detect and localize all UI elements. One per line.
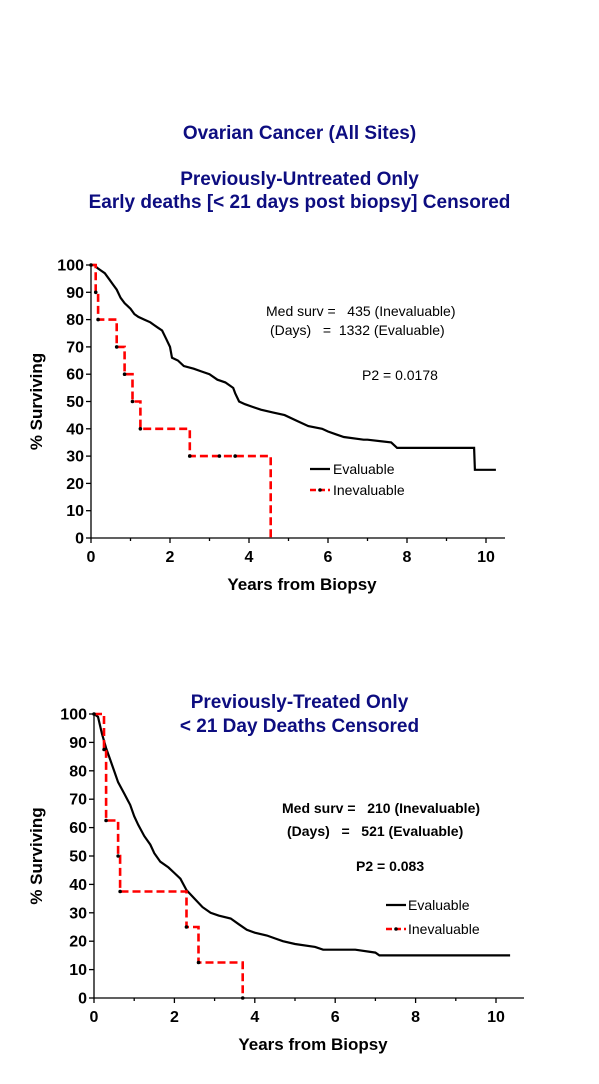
- chart1-y-tick-label: 100: [57, 258, 84, 275]
- chart2-y-axis-title: % Surviving: [27, 807, 46, 904]
- chart1-x-axis-title: Years from Biopsy: [227, 575, 377, 594]
- chart2-censor-mark: [116, 854, 120, 858]
- chart2-x-tick-label: 8: [411, 1009, 420, 1026]
- chart2-y-tick-label: 100: [60, 707, 87, 724]
- chart1-censor-mark: [130, 399, 135, 404]
- chart2-annotation-2: (Days) = 521 (Evaluable): [287, 823, 463, 839]
- chart2-y-tick-label: 0: [78, 991, 87, 1008]
- chart1-x-tick-label: 0: [87, 549, 96, 566]
- chart2-legend-inevaluable-marker: [394, 927, 398, 931]
- chart2-legend-evaluable-label: Evaluable: [408, 897, 470, 913]
- chart1-censor-mark: [122, 372, 127, 377]
- chart2-censor-mark: [102, 747, 106, 752]
- chart1-y-tick-label: 0: [75, 531, 84, 548]
- chart2-y-tick-label: 40: [69, 877, 87, 894]
- chart1-y-tick-label: 50: [66, 394, 84, 411]
- chart1-series-inevaluable-line: [91, 263, 273, 538]
- chart2-censor-mark: [240, 996, 245, 1000]
- chart1-x-tick-label: 10: [477, 549, 495, 566]
- chart1-annotation-1: Med surv = 435 (Inevaluable): [266, 303, 456, 319]
- chart1-censor-mark: [138, 427, 143, 431]
- chart1-censor-mark: [96, 317, 100, 322]
- chart1-title-line1: Previously-Untreated Only: [180, 169, 419, 190]
- chart2-x-tick-label: 0: [90, 1009, 99, 1026]
- chart1-series-evaluable-line: [91, 263, 496, 471]
- chart1-y-tick-label: 60: [66, 367, 84, 384]
- main-title: Ovarian Cancer (All Sites): [182, 123, 417, 144]
- chart1-y-tick-label: 10: [66, 503, 84, 520]
- chart1-legend-evaluable-label: Evaluable: [333, 461, 395, 477]
- chart2-series-inevaluable-line: [94, 712, 244, 998]
- chart2-y-tick-label: 70: [69, 792, 87, 809]
- chart2-x-tick-label: 6: [331, 1009, 340, 1026]
- chart2-x-tick-label: 2: [170, 1009, 179, 1026]
- chart2-title-line2: < 21 Day Deaths Censored: [179, 716, 420, 737]
- chart2-series-evaluable-line: [93, 713, 511, 957]
- chart1-y-tick-label: 70: [66, 339, 84, 356]
- chart1-x-tick-label: 2: [166, 549, 175, 566]
- chart2-y-tick-label: 50: [69, 849, 87, 866]
- chart1-y-tick-label: 40: [66, 421, 84, 438]
- chart2-title-line1: Previously-Treated Only: [190, 692, 409, 713]
- chart1-y-tick-label: 90: [66, 285, 84, 302]
- chart2-y-tick-label: 90: [69, 735, 87, 752]
- chart2-annotation-3: P2 = 0.083: [356, 858, 424, 874]
- chart1-y-tick-label: 30: [66, 449, 84, 466]
- chart2-y-tick-label: 30: [69, 905, 87, 922]
- chart2-y-tick-label: 60: [69, 820, 87, 837]
- chart2-censor-mark: [184, 925, 189, 929]
- chart2-censor-mark: [118, 889, 122, 894]
- chart2-x-axis-title: Years from Biopsy: [238, 1035, 388, 1054]
- chart2-censor-mark: [104, 818, 108, 823]
- chart2-legend-inevaluable-label: Inevaluable: [408, 921, 480, 937]
- chart1-y-axis-title: % Surviving: [27, 353, 46, 450]
- chart1-censor-mark: [93, 290, 98, 295]
- chart1-censor-mark: [233, 454, 237, 458]
- chart1-censor-mark: [114, 345, 119, 349]
- chart2-y-tick-label: 20: [69, 934, 87, 951]
- chart1-y-tick-label: 80: [66, 312, 84, 329]
- chart1-censor-mark: [89, 263, 93, 267]
- chart2-x-tick-label: 4: [250, 1009, 259, 1026]
- chart2-annotation-1: Med surv = 210 (Inevaluable): [282, 800, 480, 816]
- chart1-censor-mark: [187, 454, 192, 458]
- chart1-x-tick-label: 6: [324, 549, 333, 566]
- chart1-x-tick-label: 8: [403, 549, 412, 566]
- chart2-censor-mark: [92, 712, 96, 716]
- chart1-title-line2: Early deaths [< 21 days post biopsy] Cen…: [88, 192, 511, 213]
- chart2-x-tick-label: 10: [487, 1009, 505, 1026]
- chart1-legend-inevaluable-marker: [318, 488, 322, 492]
- chart1-annotation-2: (Days) = 1332 (Evaluable): [270, 322, 445, 338]
- chart1-legend-inevaluable-label: Inevaluable: [333, 482, 405, 498]
- chart1-x-tick-label: 4: [245, 549, 254, 566]
- chart2-y-tick-label: 80: [69, 763, 87, 780]
- chart1-annotation-3: P2 = 0.0178: [362, 367, 438, 383]
- chart1-y-tick-label: 20: [66, 476, 84, 493]
- chart2-y-tick-label: 10: [69, 962, 87, 979]
- chart2-censor-mark: [196, 960, 201, 965]
- chart1-censor-mark: [217, 454, 222, 458]
